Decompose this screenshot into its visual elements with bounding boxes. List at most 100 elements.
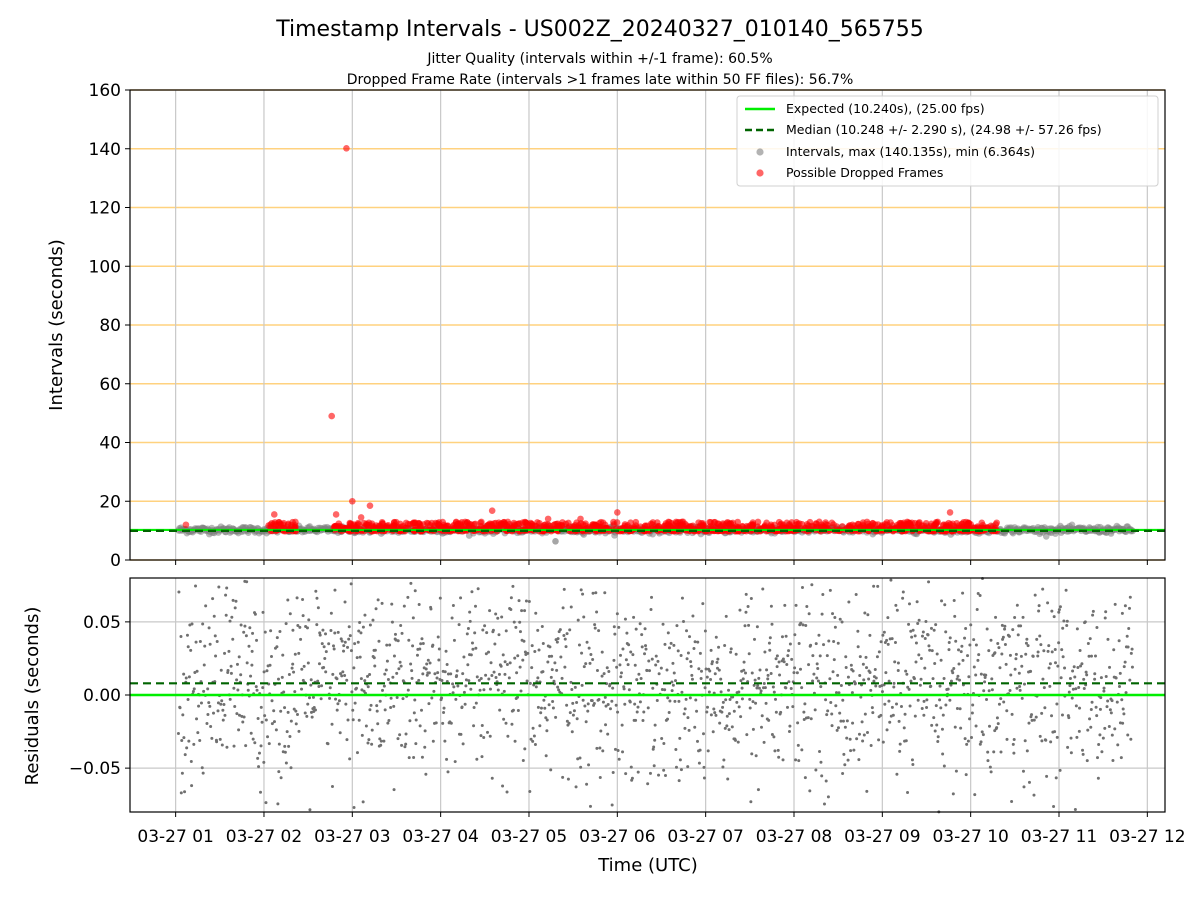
residual-point [763, 650, 767, 654]
residual-point [901, 590, 905, 594]
residual-point [539, 711, 543, 715]
residual-point [822, 802, 826, 806]
residual-point [375, 704, 379, 708]
residual-point [358, 621, 362, 625]
residual-point [911, 763, 915, 767]
residual-point [1021, 769, 1025, 773]
residual-point [195, 669, 199, 673]
residual-point [851, 669, 855, 673]
residual-point [352, 666, 356, 670]
residual-point [742, 660, 746, 664]
residual-point [786, 654, 790, 658]
residual-point [997, 646, 1001, 650]
residual-point [845, 719, 849, 723]
residual-point [665, 668, 669, 672]
residual-point [679, 653, 683, 657]
residual-point [907, 622, 911, 626]
residual-point [952, 666, 956, 670]
residual-point [549, 675, 553, 679]
residual-point [707, 690, 711, 694]
residual-point [257, 751, 261, 755]
dropped-frame-point [275, 519, 283, 526]
residual-point [570, 687, 574, 691]
residual-point [879, 640, 883, 644]
residual-point [353, 642, 357, 646]
residual-point [683, 707, 687, 711]
residual-point [1103, 616, 1107, 620]
residual-point [819, 760, 823, 764]
residual-point [622, 687, 626, 691]
residual-point [437, 647, 441, 651]
residual-point [886, 616, 890, 620]
residual-point [865, 731, 869, 735]
residual-point [1128, 595, 1132, 599]
residual-point [755, 686, 759, 690]
residual-point [576, 618, 580, 622]
residual-point [880, 690, 884, 694]
residual-point [1013, 615, 1017, 619]
residual-point [714, 713, 718, 717]
intervals-grid [130, 89, 1165, 561]
residual-point [941, 713, 945, 717]
residual-point [999, 697, 1003, 701]
residual-point [279, 709, 283, 713]
residual-point [760, 714, 764, 718]
residual-point [346, 645, 350, 649]
residual-point [990, 688, 994, 692]
residual-point [427, 671, 431, 675]
residual-point [657, 773, 661, 777]
residual-point [283, 744, 287, 748]
residual-point [347, 625, 351, 629]
residual-point [400, 743, 404, 747]
residual-point [711, 730, 715, 734]
residual-point [505, 790, 509, 794]
residual-point [379, 743, 383, 747]
dropped-frame-outlier [332, 511, 340, 518]
residual-point [1020, 664, 1024, 668]
residual-point [800, 686, 804, 690]
residual-point [564, 645, 568, 649]
residual-point [315, 623, 319, 627]
residual-point [217, 585, 221, 589]
residual-point [732, 709, 736, 713]
residual-point [282, 690, 286, 694]
residual-point [477, 678, 481, 682]
legend: Expected (10.240s), (25.00 fps) Median (… [736, 95, 1159, 187]
residual-point [915, 600, 919, 604]
residual-point [930, 723, 934, 727]
residual-point [398, 733, 402, 737]
residual-point [221, 708, 225, 712]
residual-point [415, 653, 419, 657]
residual-point [716, 657, 720, 661]
residual-point [373, 648, 377, 652]
residual-point [513, 656, 517, 660]
residual-point [906, 790, 910, 794]
residual-point [580, 683, 584, 687]
residual-point [360, 688, 364, 692]
residual-point [1113, 727, 1117, 731]
residual-point [401, 697, 405, 701]
residual-point [595, 746, 599, 750]
residual-point [1125, 634, 1129, 638]
residual-point [383, 672, 387, 676]
legend-box [736, 95, 1159, 187]
residual-point [693, 640, 697, 644]
residual-point [186, 697, 190, 701]
residual-point [1049, 740, 1053, 744]
residual-point [853, 681, 857, 685]
residual-point [858, 673, 862, 677]
residual-point [179, 634, 183, 638]
residual-point [1024, 641, 1028, 645]
residual-point [453, 760, 457, 764]
residual-point [540, 625, 544, 629]
residual-point [485, 631, 489, 635]
residual-point [872, 584, 876, 588]
residual-point [910, 635, 914, 639]
dropped-frame-point [859, 519, 867, 526]
residual-point [1068, 684, 1072, 688]
intervals-y-axis-label: Intervals (seconds) [46, 239, 67, 411]
residual-point [556, 685, 560, 689]
residual-point [1072, 665, 1076, 669]
residual-point [366, 674, 370, 678]
residual-point [996, 641, 1000, 645]
